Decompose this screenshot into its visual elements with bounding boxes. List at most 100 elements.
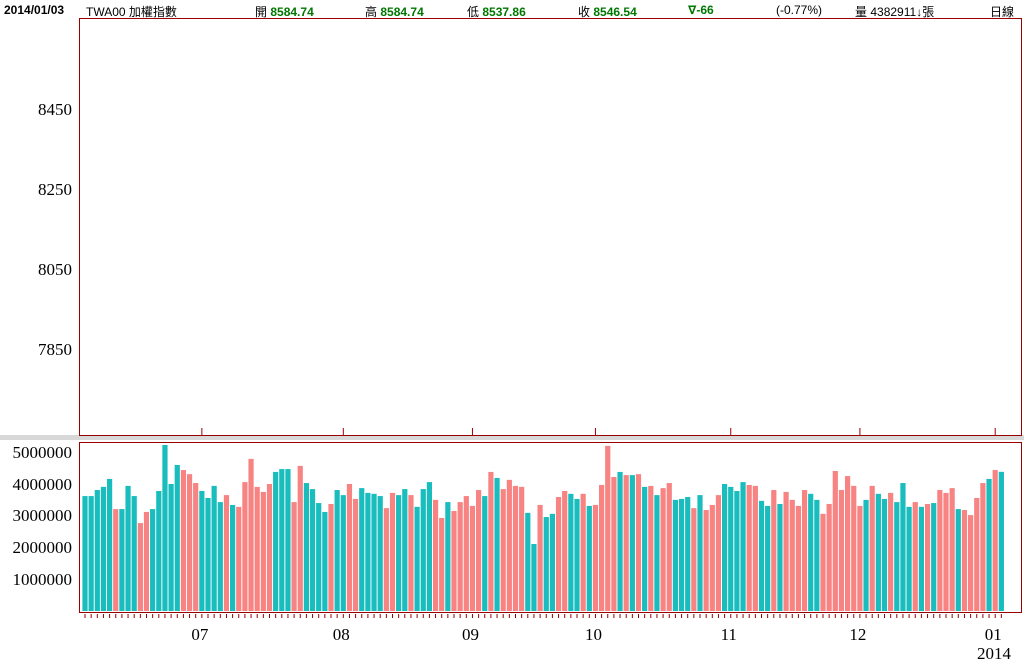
volume-panel-frame — [79, 442, 1022, 613]
volume-bar — [211, 485, 217, 611]
volume-bar — [303, 483, 309, 611]
volume-bar — [322, 511, 328, 611]
volume-bar — [931, 503, 937, 611]
price-tick-label: 8050 — [38, 260, 72, 279]
period-label: 日線 — [990, 5, 1015, 19]
volume-bar — [230, 504, 236, 611]
volume-bar — [814, 499, 820, 611]
volume-bar — [875, 493, 881, 611]
volume-bars — [82, 444, 1004, 611]
open-label: 開 — [255, 5, 268, 19]
price-panel-frame — [79, 18, 1022, 436]
volume-bar — [82, 496, 88, 611]
volume-bar — [439, 517, 445, 611]
volume-bar — [100, 486, 107, 611]
volume-tick-label: 4000000 — [13, 475, 73, 494]
volume-bar — [906, 506, 912, 611]
open-value: 8584.74 — [270, 5, 314, 19]
volume-bar — [629, 475, 635, 611]
volume-bar — [260, 491, 266, 611]
volume-bar — [715, 495, 722, 611]
volume-bar — [236, 506, 242, 611]
volume-bar — [377, 496, 383, 611]
volume-bar — [297, 465, 303, 611]
open-quote: 開 8584.74 — [255, 3, 314, 20]
close-value: 8546.54 — [593, 5, 637, 19]
volume-bar — [309, 489, 316, 611]
volume-bar — [346, 484, 353, 611]
volume-bar — [709, 504, 715, 611]
volume-bar — [205, 497, 211, 611]
volume-bar — [217, 502, 223, 611]
volume-bar — [125, 485, 131, 611]
volume-bar — [623, 475, 629, 611]
volume-bar — [113, 509, 119, 611]
volume-bar — [537, 504, 543, 611]
volume-bar — [820, 513, 826, 611]
volume-bar — [992, 470, 998, 611]
volume-bar — [894, 502, 900, 611]
volume-bar — [642, 486, 648, 611]
volume-bar — [488, 471, 494, 611]
month-label: 09 — [462, 625, 479, 644]
volume-bar — [777, 504, 783, 611]
volume-bar — [94, 490, 100, 611]
volume-bar — [549, 513, 555, 611]
volume-bar — [371, 493, 377, 611]
volume-bar — [279, 469, 285, 611]
close-label: 收 — [578, 5, 591, 19]
volume-bar — [937, 490, 943, 611]
volume-bar — [199, 490, 205, 611]
volume-bar — [291, 502, 297, 611]
volume-bar — [254, 486, 260, 611]
volume-bar — [463, 496, 469, 611]
volume-bar — [494, 477, 500, 611]
volume-bar — [838, 490, 845, 611]
panel-divider — [0, 435, 1024, 440]
volume-bar — [451, 510, 457, 611]
volume-bar — [248, 458, 254, 611]
volume-bar — [605, 445, 611, 611]
high-value: 8584.74 — [380, 5, 424, 19]
volume-bar — [881, 498, 888, 611]
volume-bar — [728, 486, 734, 611]
volume-bar — [316, 503, 322, 611]
volume-bar — [445, 502, 451, 611]
volume-bar — [740, 482, 746, 611]
volume-bar — [359, 488, 365, 611]
volume-quote: 量 4382911↓張 — [855, 3, 934, 20]
high-quote: 高 8584.74 — [365, 3, 424, 20]
volume-bar — [137, 523, 143, 611]
volume-bar — [617, 471, 623, 611]
volume-bar — [506, 479, 512, 611]
volume-bar — [432, 499, 439, 611]
volume-bar — [334, 490, 340, 611]
volume-bar — [193, 483, 199, 611]
month-label: 07 — [191, 625, 209, 644]
volume-bar — [801, 490, 808, 611]
quote-date: 2014/01/03 — [4, 3, 65, 17]
volume-bar — [119, 509, 125, 611]
volume-bar — [174, 464, 180, 611]
volume-bar — [512, 485, 519, 611]
volume-bar — [180, 470, 186, 611]
volume-bar — [826, 504, 832, 611]
month-label: 11 — [721, 625, 737, 644]
volume-bar — [285, 469, 291, 611]
volume-bar — [949, 488, 955, 611]
volume-bar — [414, 506, 420, 611]
volume-bar — [722, 484, 728, 611]
volume-bar — [586, 505, 592, 611]
volume-bar — [389, 492, 396, 611]
month-label: 10 — [585, 625, 602, 644]
volume-bar — [789, 499, 795, 611]
volume-value: 4382911 — [870, 5, 917, 19]
volume-bar — [746, 484, 752, 611]
volume-bar — [365, 492, 371, 611]
volume-bar — [672, 499, 678, 611]
x-ticks — [84, 428, 1002, 618]
volume-bar — [476, 490, 482, 611]
volume-bar — [968, 515, 974, 611]
month-label: 08 — [333, 625, 350, 644]
volume-tick-label: 2000000 — [13, 538, 73, 557]
